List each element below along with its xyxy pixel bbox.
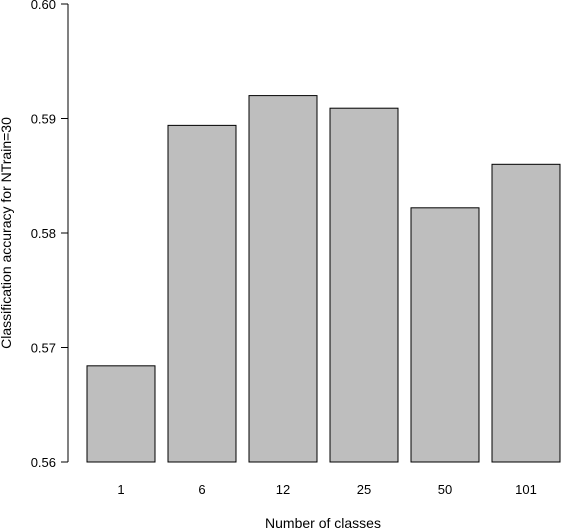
x-tick-label: 6 (198, 482, 205, 497)
x-tick-label: 25 (357, 482, 371, 497)
y-tick-label: 0.56 (31, 455, 56, 470)
bars (86, 95, 561, 463)
bar-1 (86, 365, 156, 463)
y-tick-label: 0.57 (31, 341, 56, 356)
y-axis-label: Classification accuracy for NTrain=30 (0, 117, 14, 349)
y-tick-label: 0.58 (31, 226, 56, 241)
bar-50 (410, 207, 480, 463)
x-tick-label: 1 (117, 482, 124, 497)
bar-12 (248, 95, 318, 463)
x-tick-label: 50 (438, 482, 452, 497)
y-axis: 0.56 0.57 0.58 0.59 0.60 (31, 0, 69, 470)
x-tick-label: 12 (276, 482, 290, 497)
x-tick-label: 101 (515, 482, 537, 497)
y-tick-label: 0.60 (31, 0, 56, 12)
y-tick-label: 0.59 (31, 112, 56, 127)
bar-6 (167, 124, 237, 463)
bar-101 (491, 163, 561, 463)
x-axis: 1 6 12 25 50 101 (117, 482, 536, 497)
bar-25 (329, 107, 399, 463)
x-axis-label: Number of classes (265, 515, 381, 530)
